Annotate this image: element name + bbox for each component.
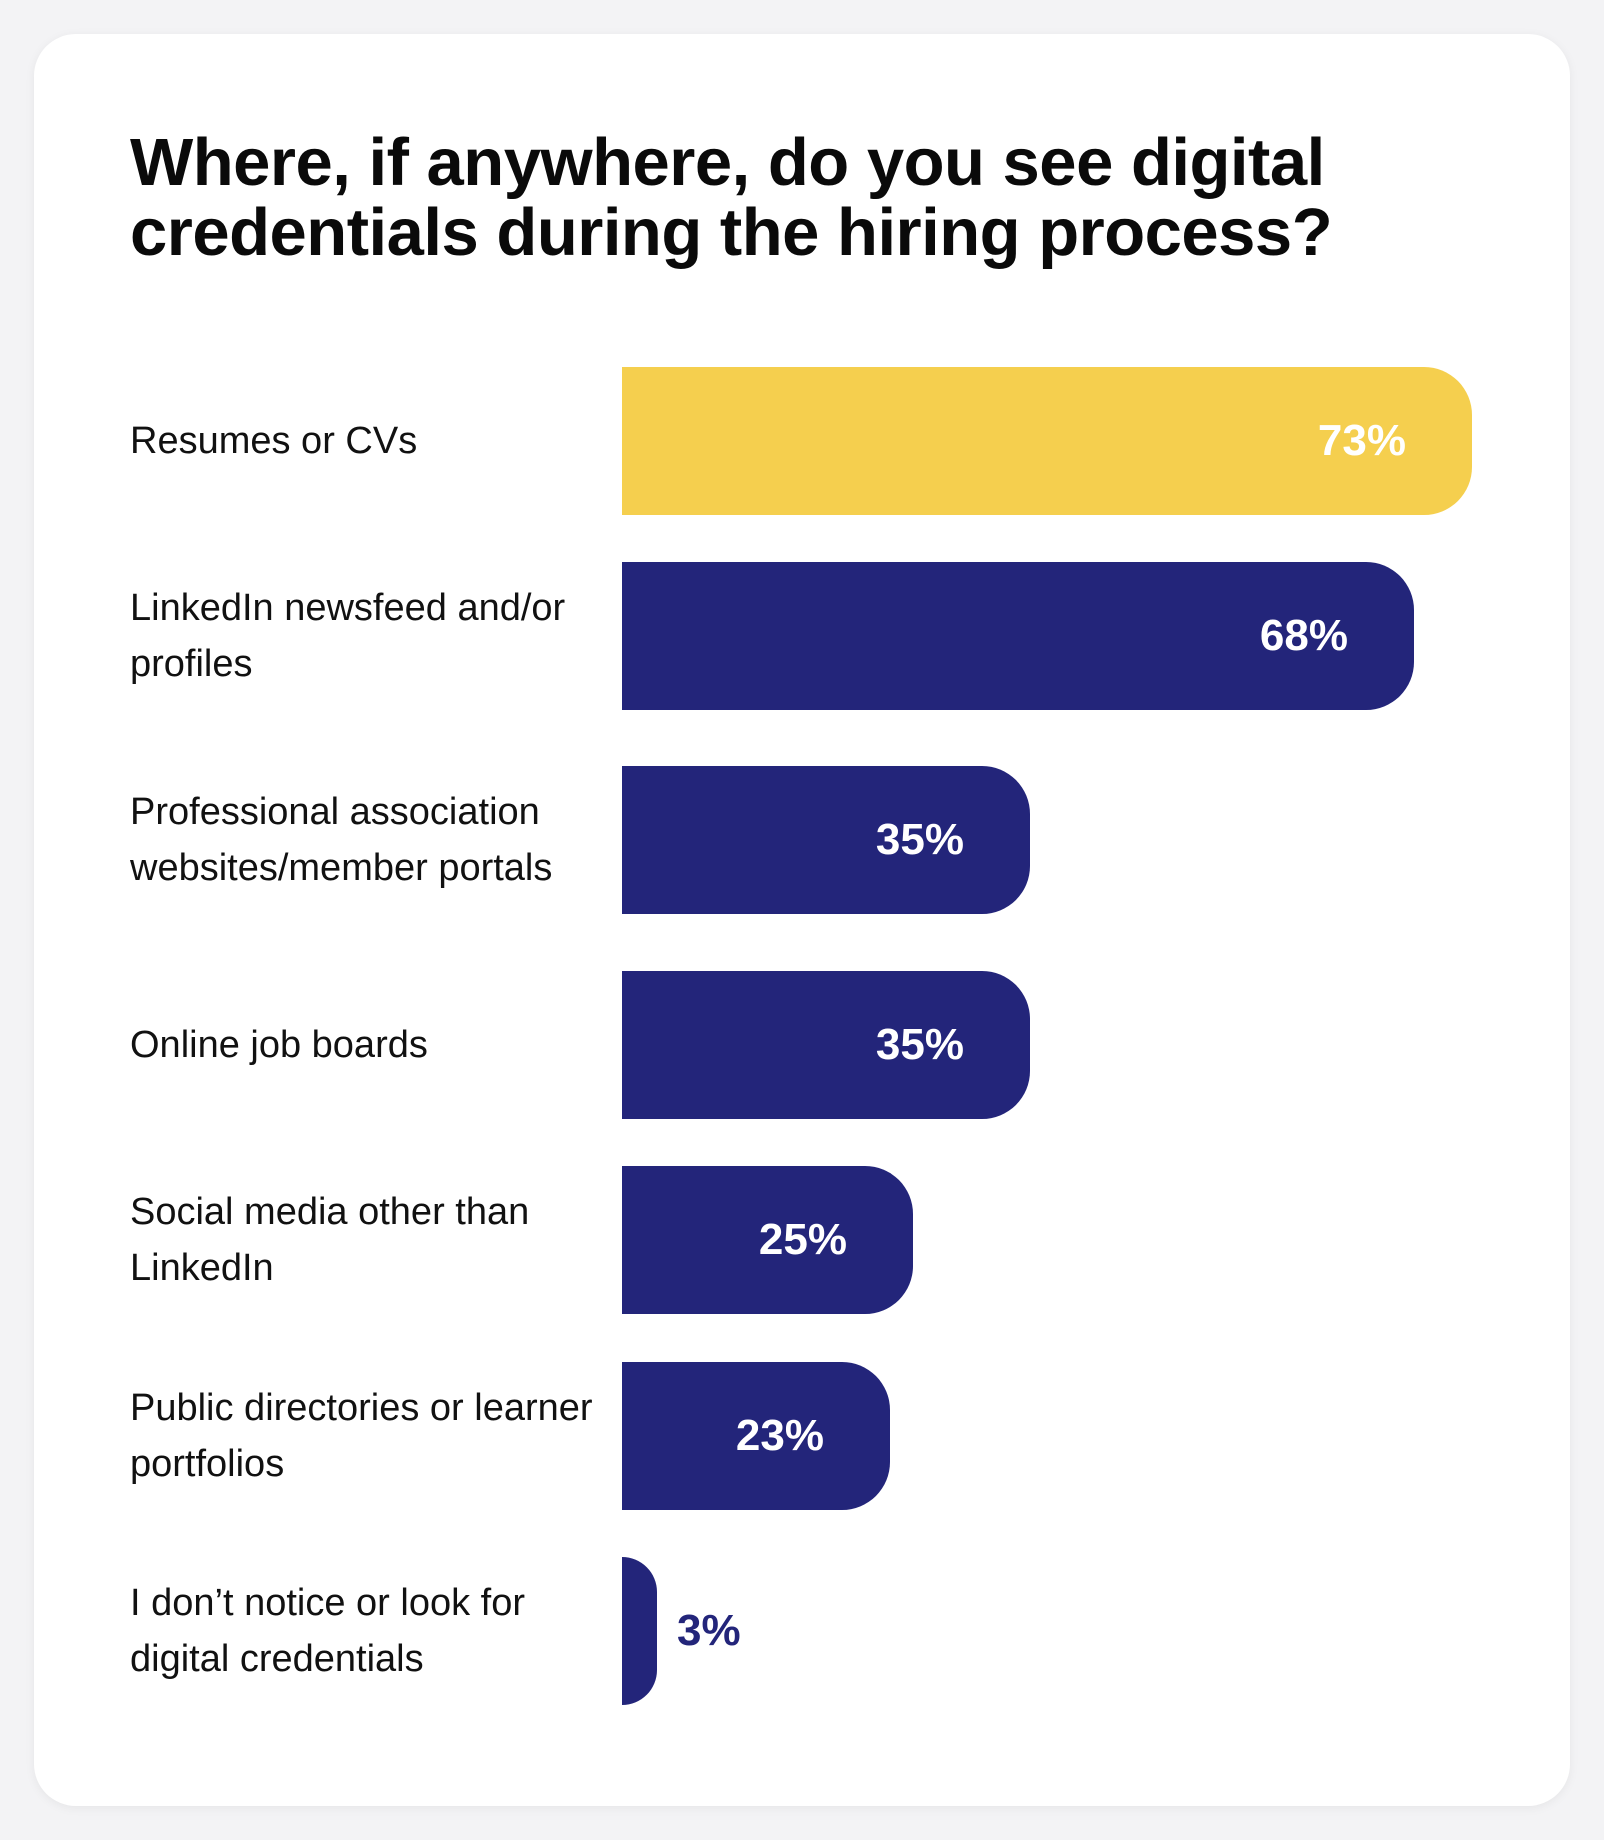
category-label: LinkedIn newsfeed and/or profiles	[130, 587, 566, 685]
chart-title: Where, if anywhere, do you see digital c…	[130, 125, 1333, 270]
bar	[622, 562, 1414, 710]
bar	[622, 971, 1030, 1119]
chart-card	[34, 34, 1570, 1806]
category-label: Public directories or learner portfolios	[130, 1387, 593, 1485]
value-label: 25%	[758, 1215, 847, 1264]
category-label: Social media other than LinkedIn	[130, 1191, 530, 1289]
bar	[622, 1166, 913, 1314]
value-label: 35%	[875, 815, 964, 864]
bar	[622, 367, 1472, 515]
bar	[622, 766, 1030, 914]
category-label: I don’t notice or look for digital crede…	[130, 1582, 525, 1680]
value-label: 73%	[1317, 416, 1406, 465]
bar	[622, 1362, 890, 1510]
value-label: 3%	[677, 1606, 741, 1655]
category-label: Online job boards	[130, 1024, 428, 1066]
category-label: Professional association websites/member…	[130, 791, 553, 889]
value-label: 35%	[875, 1020, 964, 1069]
bar	[622, 1557, 657, 1705]
value-label: 23%	[735, 1411, 824, 1460]
value-label: 68%	[1259, 611, 1348, 660]
category-label: Resumes or CVs	[130, 420, 418, 462]
